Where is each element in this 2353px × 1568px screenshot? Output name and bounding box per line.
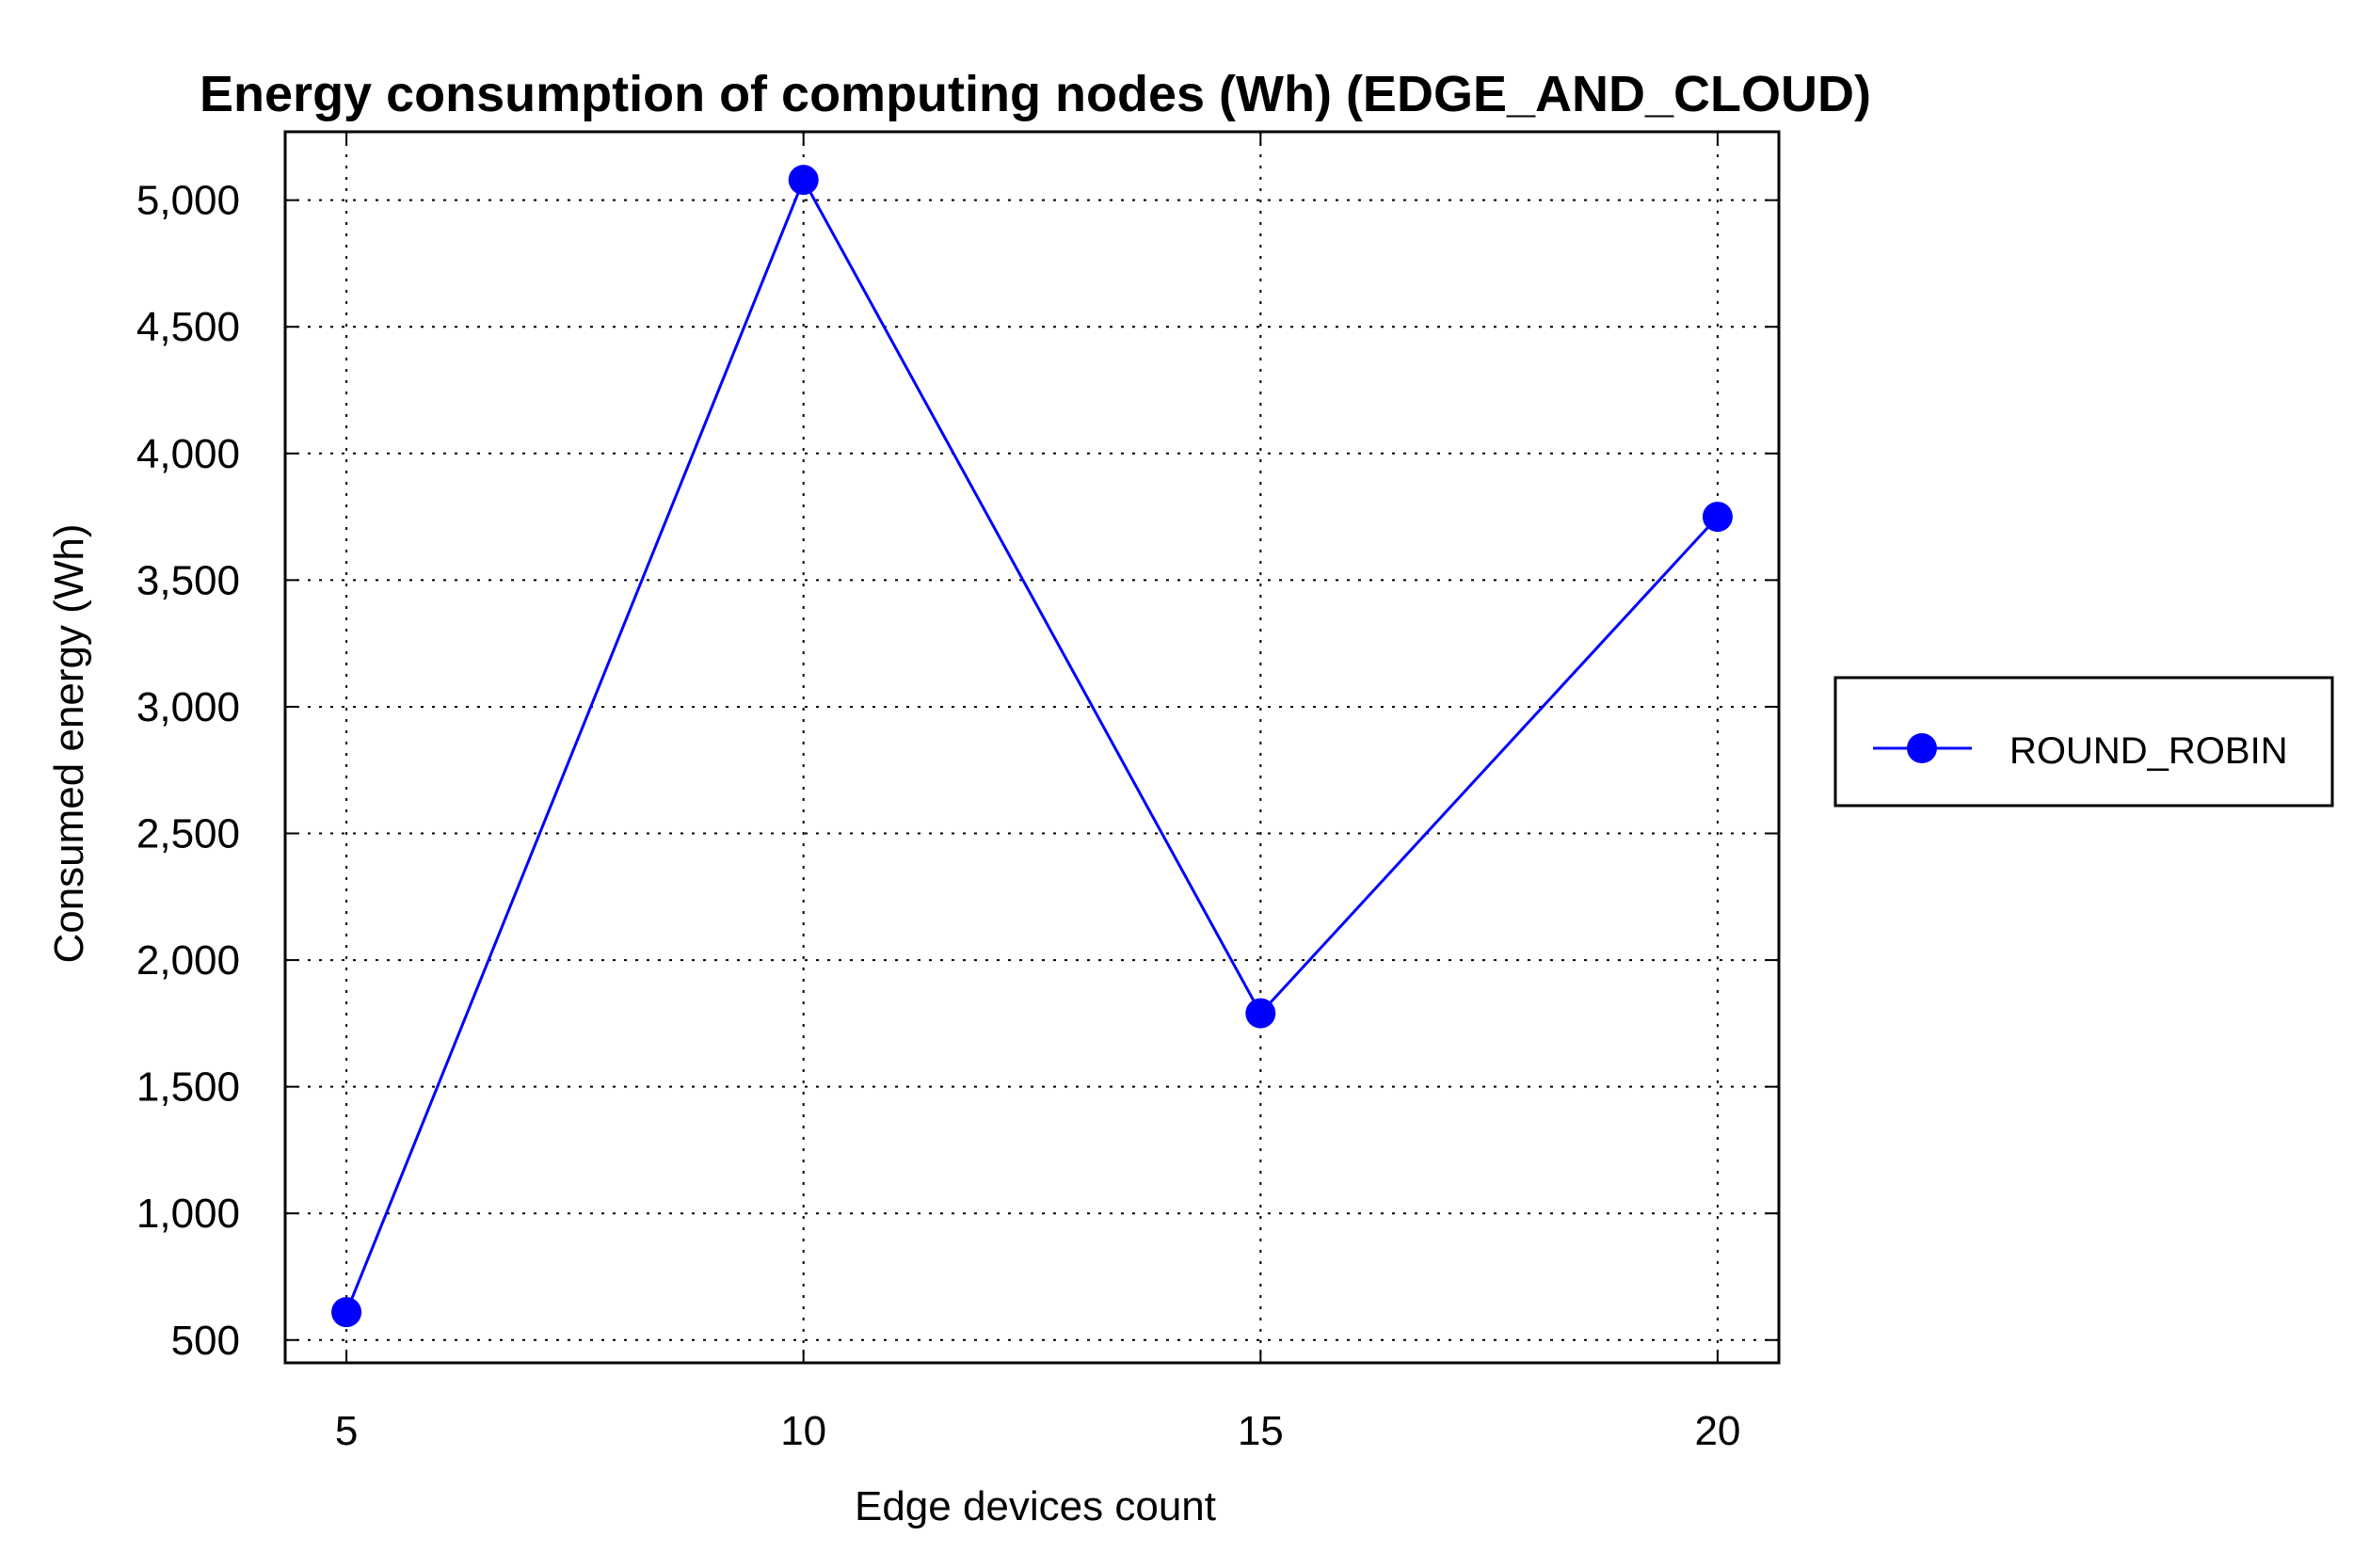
series-line bbox=[344, 176, 1720, 1313]
y-tick-label: 2,000 bbox=[136, 937, 240, 984]
x-tick-label: 10 bbox=[780, 1408, 826, 1454]
x-tick-label: 15 bbox=[1238, 1408, 1284, 1454]
data-point bbox=[1245, 998, 1276, 1029]
series-layer bbox=[331, 165, 1733, 1328]
legend-marker bbox=[1907, 733, 1937, 763]
y-tick-label: 4,000 bbox=[136, 431, 240, 477]
y-tick-label: 500 bbox=[171, 1318, 240, 1364]
y-tick-label: 3,500 bbox=[136, 557, 240, 603]
y-tick-label: 1,000 bbox=[136, 1191, 240, 1237]
x-tick-label: 5 bbox=[335, 1408, 358, 1454]
data-point bbox=[1702, 502, 1733, 533]
x-axis-label: Edge devices count bbox=[855, 1483, 1216, 1529]
chart-title: Energy consumption of computing nodes (W… bbox=[200, 66, 1871, 122]
legend: ROUND_ROBIN bbox=[1833, 676, 2334, 808]
x-axis-ticks: 5 10 15 20 bbox=[335, 1408, 1741, 1454]
y-tick-label: 4,500 bbox=[136, 304, 240, 350]
y-axis-ticks: 500 1,000 1,500 2,000 2,500 3,000 3,500 4,000 4,… bbox=[136, 178, 240, 1364]
x-tick-label: 20 bbox=[1694, 1408, 1740, 1454]
legend-label: ROUND_ROBIN bbox=[2009, 730, 2288, 772]
plot-frame bbox=[283, 130, 1781, 1365]
y-tick-label: 2,500 bbox=[136, 811, 240, 857]
grid bbox=[285, 132, 1779, 1363]
y-tick-label: 5,000 bbox=[136, 178, 240, 224]
data-point bbox=[788, 165, 819, 196]
y-tick-label: 3,000 bbox=[136, 684, 240, 730]
y-tick-label: 1,500 bbox=[136, 1064, 240, 1111]
y-axis-label: Consumed energy (Wh) bbox=[46, 523, 92, 963]
data-point bbox=[331, 1297, 362, 1328]
